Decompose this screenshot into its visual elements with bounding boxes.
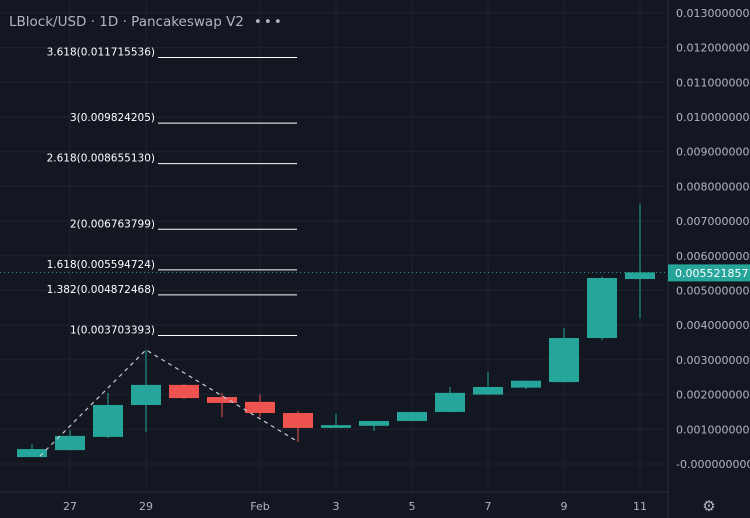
- candle-body: [321, 425, 351, 428]
- y-tick-label: 0.008000000: [676, 180, 749, 193]
- fib-level-label: 1.618(0.005594724): [47, 259, 155, 271]
- candle-body: [93, 405, 123, 437]
- candle-body: [283, 412, 313, 428]
- candle-body: [397, 411, 427, 421]
- fib-level-label: 2.618(0.008655130): [47, 153, 155, 165]
- candle-body: [169, 384, 199, 399]
- y-tick-label: 0.011000000: [676, 76, 749, 89]
- y-tick-label: 0.004000000: [676, 319, 749, 332]
- y-tick-label: 0.013000000: [676, 7, 749, 20]
- candle: [549, 327, 579, 383]
- fib-level-label: 3(0.009824205): [70, 112, 155, 124]
- candle: [207, 392, 237, 418]
- x-tick-label: 27: [63, 500, 77, 513]
- y-tick-label: 0.002000000: [676, 389, 749, 402]
- fib-level-label: 3.618(0.011715536): [47, 46, 155, 58]
- candle: [17, 443, 47, 458]
- x-tick-label: 9: [561, 500, 568, 513]
- candle: [283, 410, 313, 443]
- y-tick-label: 0.006000000: [676, 250, 749, 263]
- x-tick-label: 29: [139, 500, 153, 513]
- candle: [245, 394, 275, 418]
- chart-title: LBlock/USD · 1D · Pancakeswap V2 •••: [9, 14, 284, 30]
- x-tick-label: 3: [333, 500, 340, 513]
- candle: [435, 386, 465, 412]
- candle: [587, 276, 617, 341]
- y-tick-label: 0.003000000: [676, 354, 749, 367]
- candle-body: [131, 384, 161, 406]
- candle: [55, 429, 85, 451]
- candle: [169, 384, 199, 400]
- last-price-label-bg: [668, 264, 750, 282]
- y-tick-label: 0.007000000: [676, 215, 749, 228]
- candle-body: [435, 392, 465, 412]
- fib-trend-line: [39, 349, 299, 457]
- x-tick-label: 7: [485, 500, 492, 513]
- candle: [131, 349, 161, 433]
- candle-body: [511, 380, 541, 388]
- candle: [511, 380, 541, 390]
- y-tick-label: 0.009000000: [676, 146, 749, 159]
- candle: [93, 392, 123, 438]
- more-dots-icon[interactable]: •••: [253, 14, 284, 30]
- candle-body: [587, 278, 617, 339]
- candle-body: [17, 449, 47, 458]
- candle-body: [473, 386, 503, 395]
- candle-body: [55, 435, 85, 451]
- x-tick-label: 11: [633, 500, 647, 513]
- fib-level-label: 1(0.003703393): [70, 324, 155, 336]
- y-tick-label: 0.001000000: [676, 423, 749, 436]
- x-tick-label: 5: [409, 500, 416, 513]
- candle: [359, 420, 389, 432]
- symbol-title[interactable]: LBlock/USD · 1D · Pancakeswap V2: [9, 14, 244, 30]
- y-tick-label: -0.000000000: [676, 458, 750, 471]
- fib-level-label: 2(0.006763799): [70, 218, 155, 230]
- fib-level-label: 1.382(0.004872468): [47, 284, 155, 296]
- gear-icon[interactable]: ⚙: [702, 497, 716, 515]
- candle-body: [359, 420, 389, 426]
- y-tick-label: 0.012000000: [676, 42, 749, 55]
- x-tick-label: Feb: [250, 500, 269, 513]
- candle: [321, 414, 351, 428]
- candle-body: [549, 338, 579, 383]
- candle-body: [625, 272, 655, 280]
- y-tick-label: 0.005000000: [676, 285, 749, 298]
- candle: [473, 372, 503, 395]
- candle: [397, 411, 427, 421]
- candle-body: [245, 401, 275, 413]
- candle-body: [207, 397, 237, 403]
- candle: [625, 203, 655, 319]
- y-tick-label: 0.010000000: [676, 111, 749, 124]
- last-price-label: 0.005521857: [675, 267, 748, 280]
